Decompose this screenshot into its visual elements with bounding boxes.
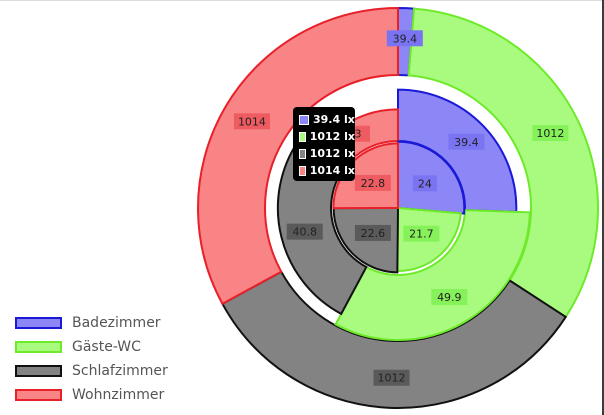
legend-label-schlafzimmer: Schlafzimmer: [72, 363, 168, 379]
slice-ring1-gaeste-wc[interactable]: [407, 7, 599, 319]
tooltip-swatch-schlafzimmer: [299, 148, 306, 159]
frame-border-top: [0, 0, 604, 1]
data-label-ring1-schlafzimmer: 1012: [378, 372, 406, 385]
data-label-ring2-gaeste-wc: 49.9: [437, 291, 462, 304]
data-label-ring1-badezimmer: 39.4: [393, 32, 418, 45]
data-label-ring1-gaeste-wc: 1012: [536, 127, 564, 140]
data-label-ring2-wohnzimmer: 3: [354, 128, 361, 141]
data-label-box-ring3-badezimmer: [412, 175, 437, 192]
legend-item-badezimmer[interactable]: Badezimmer: [15, 311, 168, 335]
legend-item-wohnzimmer[interactable]: Wohnzimmer: [15, 383, 168, 407]
legend-item-gaeste-wc[interactable]: Gäste-WC: [15, 335, 168, 359]
data-label-box-ring1-schlafzimmer: [373, 369, 410, 386]
data-label-box-ring3-schlafzimmer: [354, 224, 391, 241]
legend-label-gaeste-wc: Gäste-WC: [72, 339, 141, 355]
data-label-box-ring1-badezimmer: [386, 30, 423, 47]
legend-swatch-gaeste-wc: [15, 341, 62, 353]
legend-swatch-wohnzimmer: [15, 389, 62, 401]
data-label-box-ring3-gaeste-wc: [403, 225, 440, 242]
slice-ring1-wohnzimmer[interactable]: [197, 6, 399, 306]
legend-label-wohnzimmer: Wohnzimmer: [72, 387, 165, 403]
legend-label-badezimmer: Badezimmer: [72, 315, 161, 331]
legend-item-schlafzimmer[interactable]: Schlafzimmer: [15, 359, 168, 383]
data-label-ring2-schlafzimmer: 40.8: [292, 226, 317, 239]
tooltip-row-wohnzimmer: 1014 lx: [299, 162, 355, 179]
tooltip-swatch-badezimmer: [299, 114, 309, 125]
window-edge: [602, 0, 604, 415]
data-label-box-ring3-wohnzimmer: [354, 174, 391, 191]
data-label-box-ring2-badezimmer: [448, 133, 485, 150]
tooltip-swatch-gaeste-wc: [299, 131, 306, 142]
tooltip-row-schlafzimmer: 1012 lx: [299, 145, 355, 162]
tooltip-row-gaeste-wc: 1012 lx: [299, 128, 355, 145]
tooltip-value-schlafzimmer: 1012 lx: [309, 147, 355, 160]
slice-ring2-gaeste-wc[interactable]: [334, 209, 531, 341]
data-label-ring3-schlafzimmer: 22.6: [361, 227, 386, 240]
data-label-ring3-wohnzimmer: 22.8: [361, 177, 386, 190]
chart-legend: Badezimmer Gäste-WC Schlafzimmer Wohnzim…: [15, 311, 168, 407]
data-label-box-ring2-schlafzimmer: [286, 223, 323, 240]
tooltip-row-badezimmer: 39.4 lx: [299, 111, 355, 128]
chart-slices: [197, 6, 599, 409]
tooltip-value-wohnzimmer: 1014 lx: [309, 164, 355, 177]
chart-tooltip: 39.4 lx 1012 lx 1012 lx 1014 lx: [293, 107, 355, 181]
data-label-box-ring1-wohnzimmer: [233, 113, 270, 130]
data-label-box-ring1-gaeste-wc: [532, 125, 569, 142]
data-label-box-ring2-gaeste-wc: [431, 289, 468, 306]
legend-swatch-schlafzimmer: [15, 365, 62, 377]
data-label-ring3-badezimmer: 24: [418, 177, 432, 190]
tooltip-value-gaeste-wc: 1012 lx: [309, 130, 355, 143]
data-label-ring3-gaeste-wc: 21.7: [409, 228, 434, 241]
tooltip-value-badezimmer: 39.4 lx: [313, 113, 355, 126]
tooltip-swatch-wohnzimmer: [299, 165, 306, 176]
data-label-ring1-wohnzimmer: 1014: [238, 115, 266, 128]
data-label-ring2-badezimmer: 39.4: [454, 136, 479, 149]
legend-swatch-badezimmer: [15, 317, 62, 329]
